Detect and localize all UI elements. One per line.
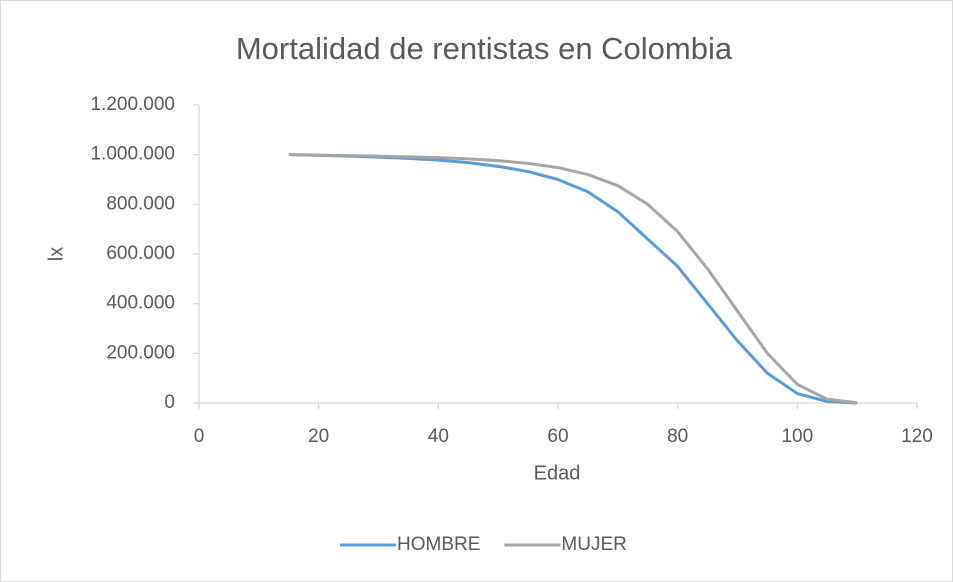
y-tick-label: 0 xyxy=(164,392,175,413)
x-tick-label: 0 xyxy=(194,426,205,447)
y-tick-label: 1.200.000 xyxy=(90,94,175,115)
legend-label: MUJER xyxy=(561,534,626,555)
y-tick-label: 200.000 xyxy=(106,342,175,363)
y-axis-label: lx xyxy=(45,247,67,261)
x-tick-label: 20 xyxy=(308,426,329,447)
y-tick-label: 400.000 xyxy=(106,293,175,314)
legend-label: HOMBRE xyxy=(397,534,480,555)
x-tick-label: 60 xyxy=(547,426,568,447)
y-tick-label: 1.000.000 xyxy=(90,144,175,165)
y-tick-label: 800.000 xyxy=(106,193,175,214)
x-tick-label: 120 xyxy=(901,426,933,447)
y-tick-label: 600.000 xyxy=(106,243,175,264)
x-axis-label: Edad xyxy=(534,462,581,484)
x-tick-label: 40 xyxy=(428,426,449,447)
line-series xyxy=(288,153,858,405)
chart-title: Mortalidad de rentistas en Colombia xyxy=(236,31,733,66)
x-tick-label: 80 xyxy=(667,426,688,447)
x-tick-label: 100 xyxy=(781,426,813,447)
